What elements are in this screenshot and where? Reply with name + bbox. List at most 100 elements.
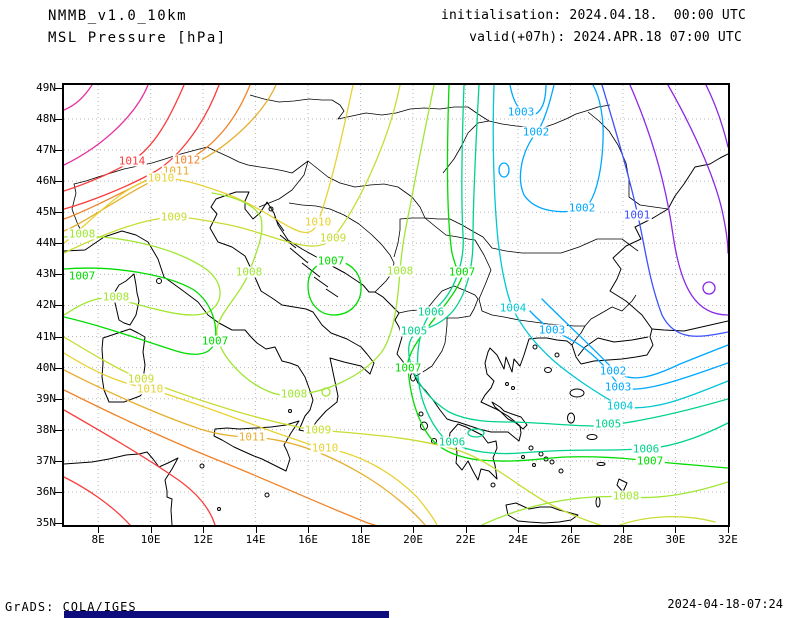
lon-label-32E: 32E (718, 533, 738, 546)
island-chios (567, 412, 575, 424)
lon-tick (518, 527, 520, 533)
lon-label-28E: 28E (613, 533, 633, 546)
isobar-1012-nw (64, 85, 251, 220)
coast-marmara-bosphorus (577, 320, 728, 365)
lon-label-10E: 10E (140, 533, 161, 546)
lat-label-40N: 40N (36, 360, 56, 374)
isobar-1011-nw (64, 85, 277, 232)
contour-label-1010: 1010 (135, 382, 165, 396)
island-krk (268, 206, 274, 212)
island-cyclades-5 (558, 468, 564, 474)
isobar-999b (705, 85, 728, 148)
lat-tick (55, 523, 62, 525)
contour-label-1006: 1006 (437, 435, 467, 449)
coast-crete (505, 502, 579, 524)
island-lesbos (569, 388, 585, 398)
island-kythira (490, 482, 496, 488)
isobar-1012-sw (64, 389, 376, 525)
coast-sicily (213, 420, 300, 472)
isobar-closed-1008 (321, 387, 331, 397)
island-thasos (532, 344, 538, 350)
coast-corsica (112, 273, 140, 326)
lat-label-45N: 45N (36, 205, 56, 219)
lon-tick (623, 527, 624, 533)
lat-tick (55, 367, 62, 369)
isobar-1003-north (509, 85, 547, 116)
island-lampedusa (217, 507, 221, 511)
contour-label-1007: 1007 (635, 454, 665, 468)
contour-label-1005: 1005 (399, 324, 429, 338)
bottom-bar (64, 611, 389, 618)
coast-sardinia (101, 328, 146, 403)
lat-label-38N: 38N (36, 422, 56, 436)
lat-tick (55, 118, 62, 120)
coast-peloponnese (448, 423, 498, 481)
isobar-closed-1005 (467, 428, 485, 438)
lon-tick (727, 527, 729, 533)
contour-label-1009: 1009 (318, 231, 348, 245)
lat-label-49N: 49N (36, 80, 56, 94)
island-cyclades-6 (521, 455, 525, 459)
island-sporades-2 (511, 386, 515, 390)
lon-tick (413, 527, 415, 533)
contour-label-1009: 1009 (303, 423, 333, 437)
lon-label-8E: 8E (91, 533, 105, 546)
island-karpathos (595, 496, 601, 508)
isobar-1015 (64, 85, 149, 166)
contour-label-1008: 1008 (279, 387, 309, 401)
lat-label-37N: 37N (36, 453, 56, 467)
lon-tick (360, 527, 362, 533)
isobar-1002-north (519, 85, 604, 213)
island-elba (156, 278, 162, 284)
lat-tick (55, 460, 62, 462)
island-cyclades-1 (528, 445, 534, 451)
lat-tick (55, 305, 62, 307)
border-central-europe (249, 94, 611, 129)
lon-tick (465, 527, 467, 533)
lon-label-14E: 14E (245, 533, 266, 546)
contour-label-1002: 1002 (521, 125, 551, 139)
model-name: NMMB_v1.0_10km (48, 8, 188, 24)
isobar-1013-sw (64, 409, 216, 525)
lat-label-44N: 44N (36, 236, 56, 250)
contour-label-1011: 1011 (161, 164, 191, 178)
contour-label-1010: 1010 (310, 441, 340, 455)
contour-label-1008: 1008 (67, 227, 97, 241)
contour-label-1004: 1004 (605, 399, 635, 413)
border-hungary-romania (442, 120, 490, 174)
contour-label-1005: 1005 (593, 417, 623, 431)
island-kefalonia (420, 421, 428, 431)
lat-tick (55, 212, 62, 214)
coast-north-africa (64, 451, 179, 525)
contour-label-1007: 1007 (393, 361, 423, 375)
lat-tick (55, 491, 62, 493)
contour-label-1003: 1003 (537, 323, 567, 337)
lat-tick (55, 87, 62, 89)
contour-label-1008: 1008 (234, 265, 264, 279)
island-cyclades-2 (538, 451, 544, 457)
coast-euboea (491, 401, 528, 430)
contour-label-1011: 1011 (237, 430, 267, 444)
island-kos (596, 462, 606, 466)
isobar-1009-n (64, 85, 401, 254)
lat-tick (55, 274, 62, 276)
contour-label-1012: 1012 (172, 153, 202, 167)
contour-label-1007: 1007 (447, 265, 477, 279)
border-moldova (587, 111, 669, 210)
coast-black-sea-west (609, 153, 728, 330)
coast-italy-balkans-greece (64, 191, 582, 442)
contour-label-1008: 1008 (611, 489, 641, 503)
contour-label-1001: 1001 (622, 208, 652, 222)
contour-label-1009: 1009 (159, 210, 189, 224)
contour-label-1008: 1008 (101, 290, 131, 304)
contour-label-1010: 1010 (303, 215, 333, 229)
contour-label-1006: 1006 (631, 442, 661, 456)
isobar-1014-sw (64, 476, 131, 525)
initialisation-time: initialisation: 2024.04.18. 00:00 UTC (440, 8, 746, 23)
isobar-1010-n (64, 85, 354, 244)
contour-label-1004: 1004 (498, 301, 528, 315)
lat-label-35N: 35N (36, 516, 56, 530)
isobar-closed-1000 (702, 281, 716, 295)
island-malta (264, 492, 270, 498)
